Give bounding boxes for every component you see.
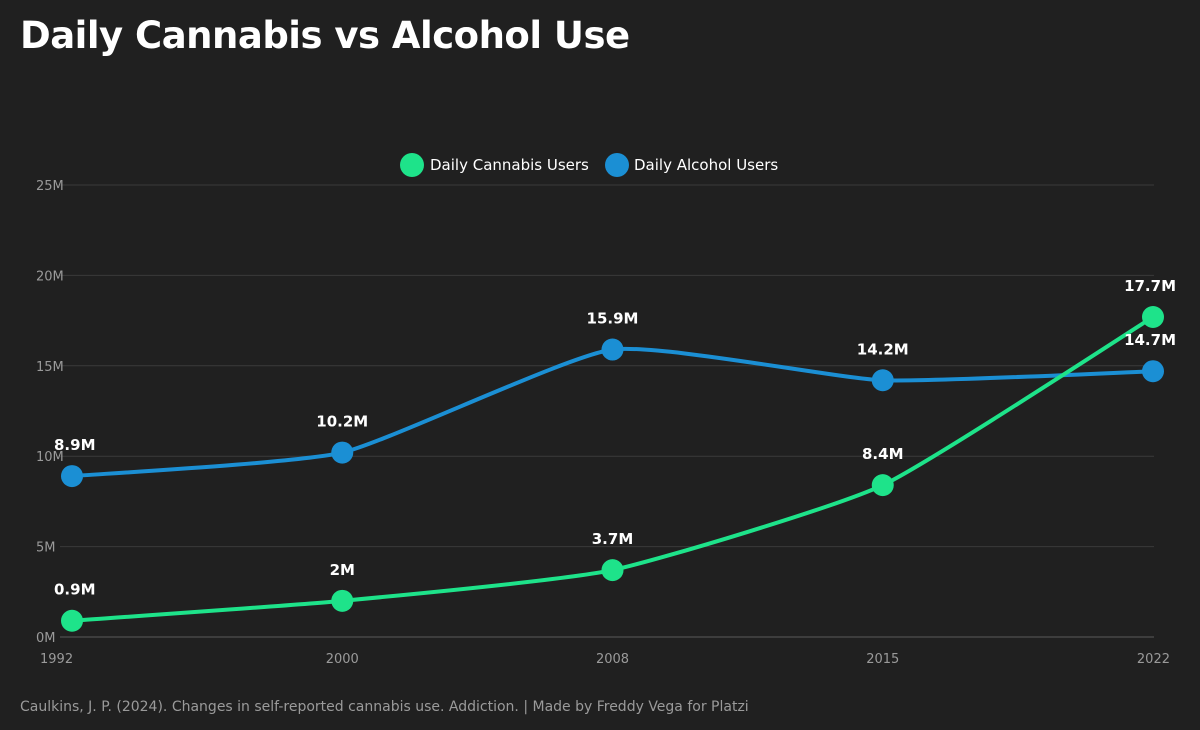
chart-title: Daily Cannabis vs Alcohol Use [20,14,630,57]
x-tick-label: 2015 [866,652,899,667]
x-axis: 1992 2000 2008 2015 2022 [40,652,1170,667]
legend[interactable]: Daily Cannabis Users Daily Alcohol Users [400,153,778,177]
data-label: 8.4M [862,445,904,463]
data-point [601,338,624,361]
grid-lines [60,184,1154,638]
data-point [331,589,354,612]
data-point [61,609,83,632]
series-line [70,346,1155,479]
y-tick-label: 10M [36,450,64,465]
x-tick-label: 2008 [596,652,629,667]
data-point [871,369,894,392]
x-tick-label: 2022 [1137,652,1170,667]
data-labels: 0.9M 2M 3.7M 8.4M 17.7M 8.9M 10.2M 15.9M 14.2M 14… [54,277,1176,599]
data-label: 17.7M [1124,277,1176,295]
data-label: 3.7M [592,530,634,548]
data-label: 8.9M [54,436,96,454]
data-point [1142,305,1164,328]
data-label: 14.2M [857,340,909,358]
data-label: 2M [330,561,355,579]
data-point [1142,360,1164,383]
data-point [61,465,83,488]
y-tick-label: 20M [36,269,64,284]
data-point [601,559,624,582]
data-label: 0.9M [54,581,96,599]
y-tick-label: 5M [36,541,56,556]
data-points [61,305,1164,632]
legend-marker [400,153,424,177]
y-tick-label: 15M [36,360,64,375]
x-tick-label: 1992 [40,652,73,667]
x-tick-label: 2000 [326,652,359,667]
data-label: 15.9M [587,310,639,328]
legend-label: Daily Cannabis Users [430,156,589,174]
y-tick-label: 25M [36,179,64,194]
y-axis: 0M 5M 10M 15M 20M 25M [36,179,64,646]
data-point [331,441,354,464]
legend-marker [605,153,629,177]
data-label: 10.2M [316,413,368,431]
data-point [871,474,894,497]
y-tick-label: 0M [36,631,56,646]
source-note: Caulkins, J. P. (2024). Changes in self-… [20,699,749,715]
legend-label: Daily Alcohol Users [634,156,778,174]
data-label: 14.7M [1124,331,1176,349]
